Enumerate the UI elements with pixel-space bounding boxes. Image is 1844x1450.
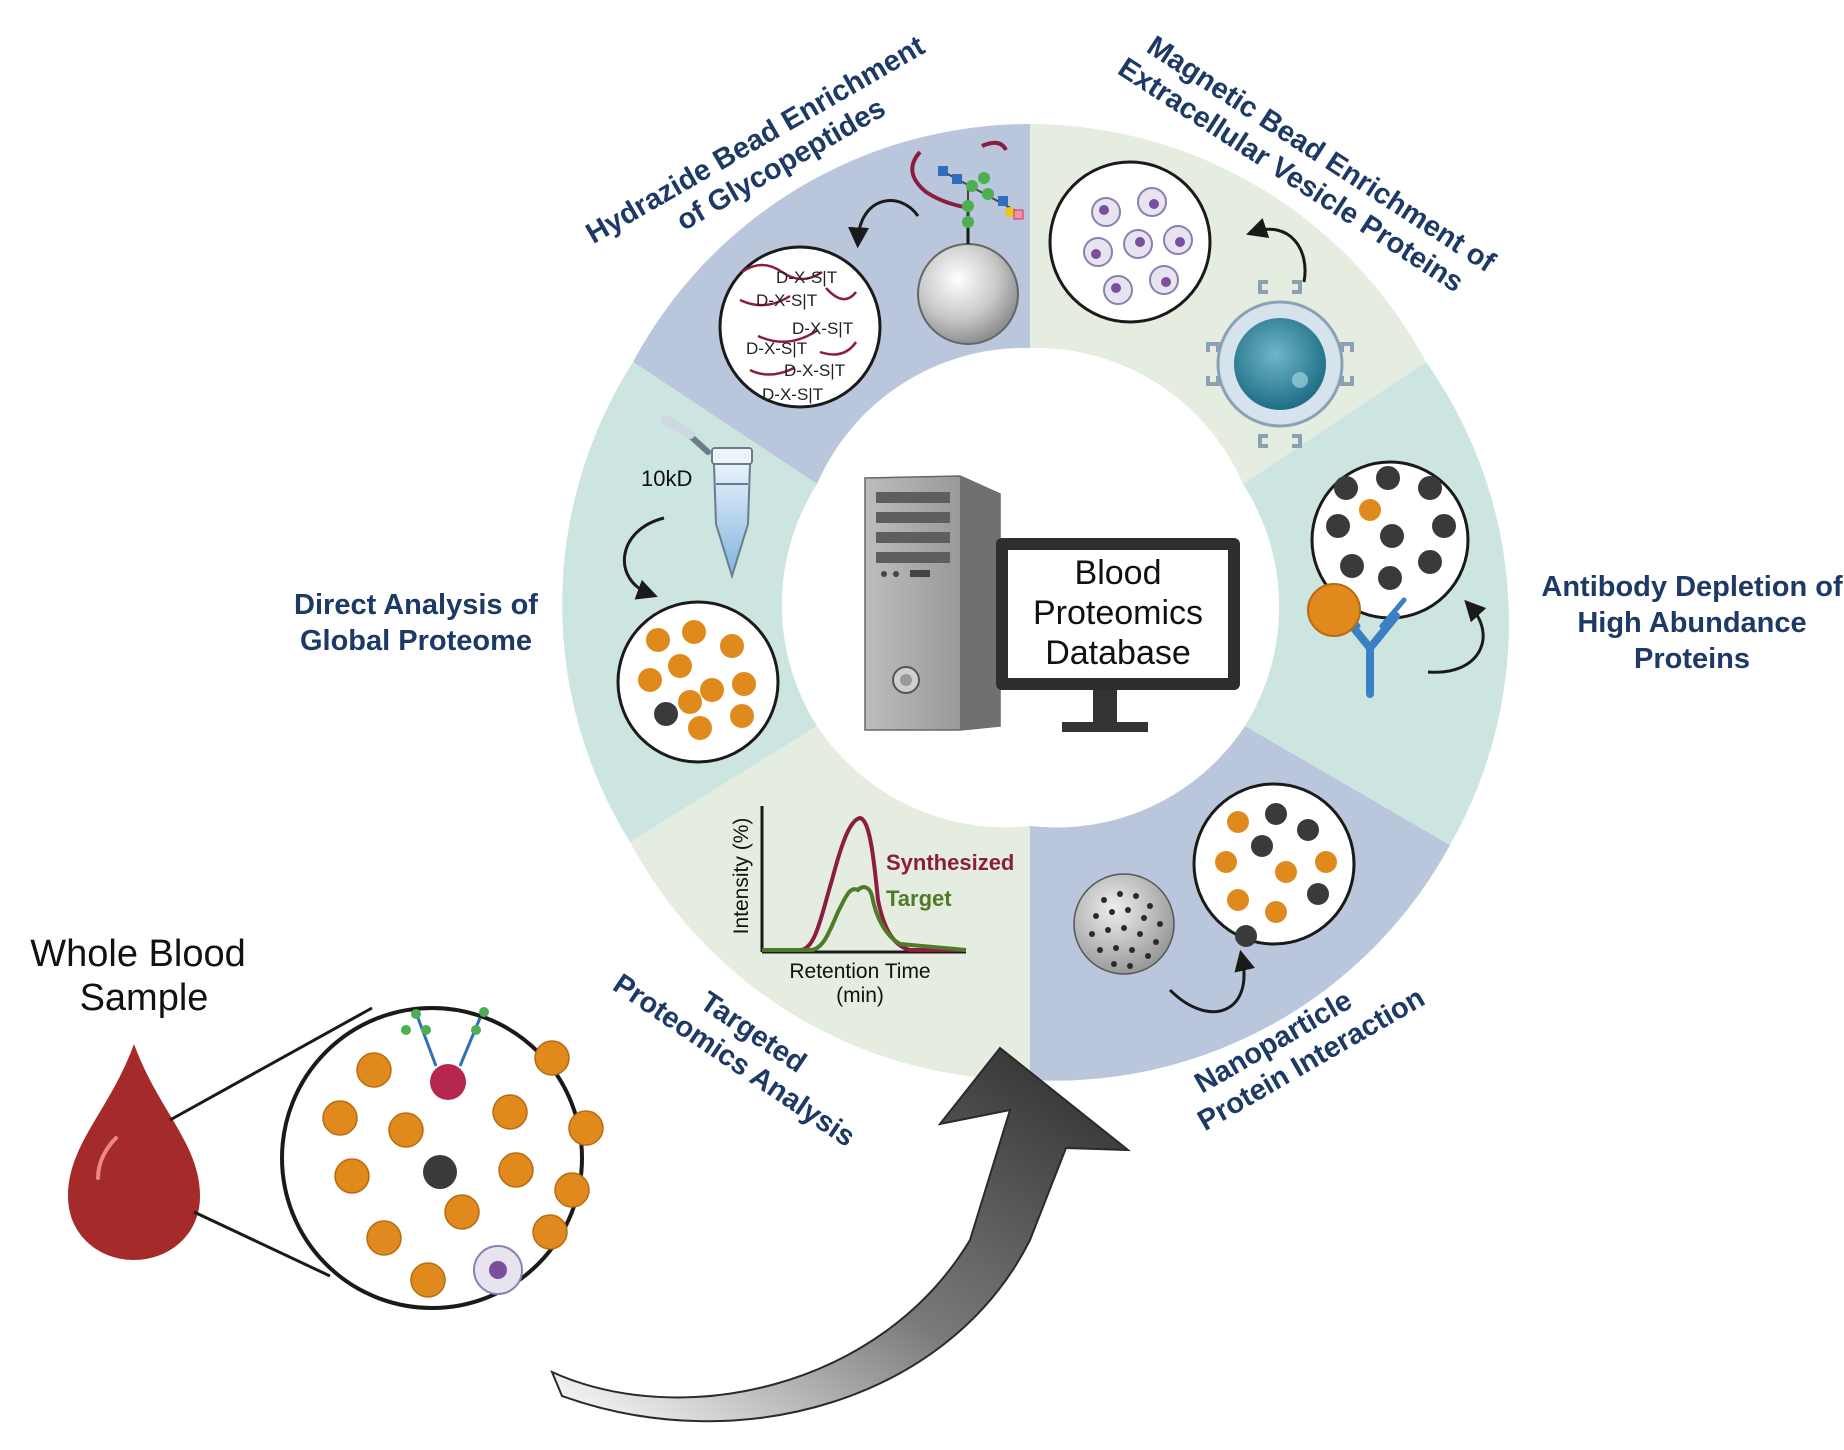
blood-zoom-circle <box>280 1006 604 1310</box>
nanoparticle-content <box>1073 782 1356 1014</box>
whole-blood-line-1: Whole Blood <box>30 933 245 975</box>
label-direct: Direct Analysis of Global Proteome <box>294 589 538 657</box>
motif-3: D-X-S|T <box>792 319 853 338</box>
label-direct-2: Global Proteome <box>300 625 532 657</box>
center-line-2: Proteomics <box>1033 594 1203 632</box>
motif-1: D-X-S|T <box>776 268 837 287</box>
motif-2: D-X-S|T <box>756 291 817 310</box>
motif-6: D-X-S|T <box>762 385 823 404</box>
glycopeptide-circle <box>718 245 882 409</box>
filter-tube-icon <box>661 415 753 580</box>
motif-5: D-X-S|T <box>784 361 845 380</box>
label-antibody: Antibody Depletion of High Abundance Pro… <box>1541 571 1843 675</box>
series-target-label: Target <box>886 886 952 911</box>
bound-protein-icon <box>1307 583 1361 637</box>
label-direct-1: Direct Analysis of <box>294 589 538 621</box>
label-antibody-2: High Abundance <box>1577 607 1806 639</box>
hydrazide-content: D-X-S|T D-X-S|T D-X-S|T D-X-S|T D-X-S|T … <box>718 140 1024 409</box>
targeted-content: Synthesized Target Intensity (%) Retenti… <box>730 806 1014 1007</box>
chart-x-label-2: (min) <box>836 984 884 1007</box>
label-antibody-1: Antibody Depletion of <box>1541 571 1843 603</box>
whole-blood-line-2: Sample <box>80 977 209 1019</box>
label-antibody-3: Proteins <box>1634 643 1750 675</box>
blood-drop-icon <box>68 1044 200 1260</box>
sector-targeted <box>630 726 1030 1081</box>
series-synthesized-line <box>762 815 966 952</box>
direct-content: 10kD <box>616 415 780 764</box>
glycan-icon <box>938 166 1024 228</box>
filter-label: 10kD <box>641 466 692 491</box>
magnetic-content <box>1048 160 1354 448</box>
series-target-line <box>762 885 967 952</box>
chart-y-label: Intensity (%) <box>730 818 753 935</box>
computer-icon <box>864 475 1240 732</box>
antibody-content <box>1307 460 1487 698</box>
center-line-3: Database <box>1045 634 1191 672</box>
flow-arrow-icon <box>550 1046 1131 1423</box>
center-line-1: Blood <box>1075 554 1162 592</box>
hydrazide-bead-icon <box>917 243 1019 345</box>
motif-4: D-X-S|T <box>746 339 807 358</box>
chart-x-label-1: Retention Time <box>789 960 930 983</box>
series-synthesized-label: Synthesized <box>886 850 1014 875</box>
center-title: Blood Proteomics Database <box>1033 554 1203 672</box>
